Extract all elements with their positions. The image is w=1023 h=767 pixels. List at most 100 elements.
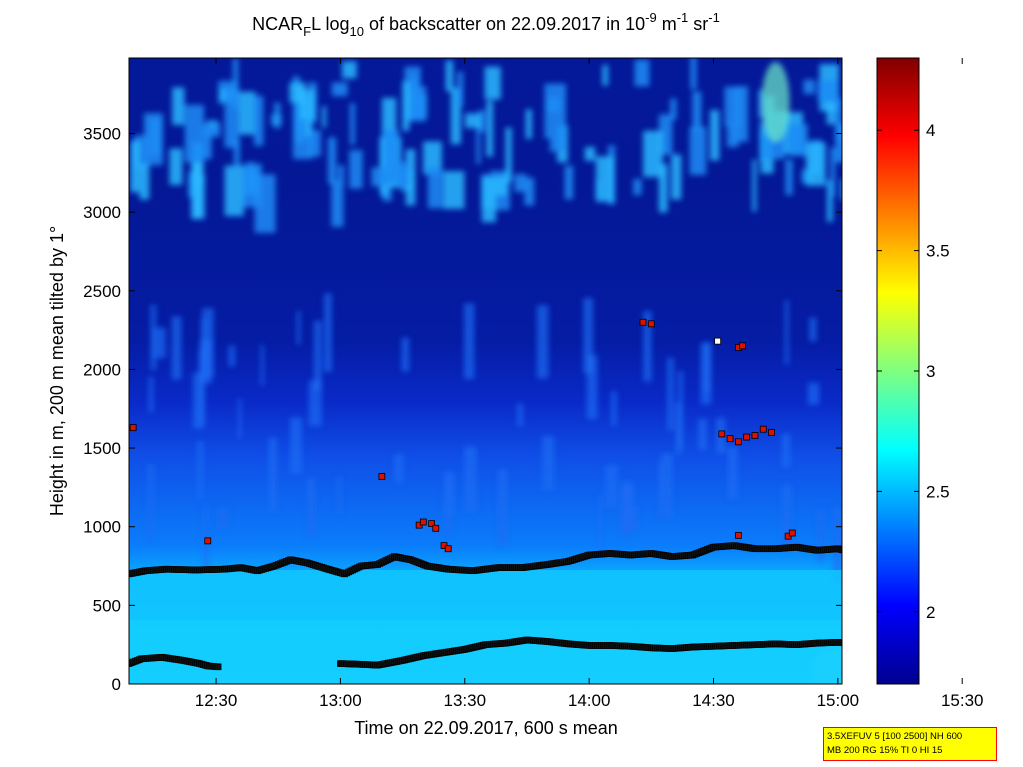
layer-point xyxy=(858,550,864,556)
cloud-patch xyxy=(726,123,739,148)
aerosol-patch xyxy=(807,382,820,405)
cloud-patch xyxy=(184,104,205,163)
aerosol-patch xyxy=(784,300,789,365)
cloud-patch xyxy=(785,159,793,196)
cloud-patch xyxy=(524,177,535,206)
cloud-patch xyxy=(383,129,400,184)
aerosol-patch xyxy=(147,464,154,542)
layer-point xyxy=(932,639,938,645)
title-mid4: sr xyxy=(688,14,708,34)
layer-point xyxy=(444,545,452,553)
layer-point xyxy=(838,546,842,553)
y-tick-label: 0 xyxy=(112,675,121,694)
layer-point xyxy=(982,541,988,547)
layer-point xyxy=(129,424,137,432)
layer-point xyxy=(734,531,742,539)
layer-point xyxy=(718,430,726,438)
layer-point xyxy=(934,542,940,548)
layer-point xyxy=(1005,540,1011,546)
cloud-core xyxy=(761,62,790,143)
layer-point xyxy=(860,641,866,647)
layer-point xyxy=(378,472,386,480)
layer-point xyxy=(838,639,842,646)
layer-point xyxy=(870,548,876,554)
layer-series xyxy=(714,337,1019,549)
layer-point xyxy=(945,543,951,549)
aerosol-patch xyxy=(307,478,315,538)
cloud-patch xyxy=(322,106,327,128)
layer-point xyxy=(854,641,860,647)
layer-point xyxy=(980,626,986,632)
layer-point xyxy=(943,636,949,642)
layer-point xyxy=(1001,539,1007,545)
aerosol-patch xyxy=(517,403,524,427)
cloud-patch xyxy=(331,180,344,227)
chart-title: NCARFL log10 of backscatter on 22.09.201… xyxy=(252,10,720,39)
aerosol-patch xyxy=(268,437,277,513)
layer-point xyxy=(959,543,965,549)
layer-point xyxy=(926,640,932,646)
colorbar xyxy=(876,57,920,685)
cloud-patch xyxy=(762,137,771,160)
title-mid3: m xyxy=(657,14,677,34)
layer-point xyxy=(734,438,742,446)
layer-point xyxy=(947,635,953,641)
layer-point xyxy=(868,549,874,555)
layer-point xyxy=(1003,540,1009,546)
cloud-patch xyxy=(130,140,140,193)
cloud-patch xyxy=(337,165,345,185)
info-line-2: MB 200 RG 15% TI 0 HI 15 xyxy=(827,745,943,756)
aerosol-patch xyxy=(583,297,594,374)
y-tick-label: 500 xyxy=(93,596,121,615)
layer-point xyxy=(851,641,857,647)
y-axis-label: Height in m, 200 m mean tilted by 1° xyxy=(47,226,67,516)
layer-point xyxy=(920,641,926,647)
x-tick-label: 15:00 xyxy=(817,691,860,710)
cloud-patch xyxy=(752,159,757,212)
layer-point xyxy=(860,550,866,556)
x-axis-label: Time on 22.09.2017, 600 s mean xyxy=(354,718,618,738)
layer-point xyxy=(999,540,1005,546)
layer-point xyxy=(978,626,984,632)
layer-point xyxy=(922,540,928,546)
aerosol-patch xyxy=(228,345,236,367)
cloud-patch xyxy=(465,113,482,129)
layer-point xyxy=(976,627,982,633)
cloud-patch xyxy=(658,164,668,213)
title-sup2: -1 xyxy=(677,10,689,25)
layer-point xyxy=(984,541,990,547)
title-sub1: F xyxy=(303,24,311,39)
layer-point xyxy=(941,637,947,643)
aerosol-patch xyxy=(337,476,342,515)
layer-point xyxy=(926,541,932,547)
layer-point xyxy=(953,633,959,639)
layer-point xyxy=(788,529,796,537)
layer-point xyxy=(959,631,965,637)
layer-point xyxy=(955,632,961,638)
cloud-patch xyxy=(442,171,465,209)
layer-point xyxy=(858,641,864,647)
cloud-patch xyxy=(634,59,650,87)
layer-point xyxy=(968,629,974,635)
cloud-patch xyxy=(690,58,697,90)
layer-point xyxy=(1017,543,1023,549)
layer-point xyxy=(1011,542,1017,548)
aerosol-patch xyxy=(217,507,229,530)
layer-point xyxy=(843,640,849,646)
cloud-patch xyxy=(327,137,337,184)
layer-point xyxy=(864,549,870,555)
layer-point xyxy=(957,631,963,637)
y-tick-label: 3000 xyxy=(83,203,121,222)
aerosol-patch xyxy=(148,376,154,413)
aerosol-patch xyxy=(661,453,673,518)
layer-point xyxy=(1013,543,1019,549)
aerosol-patch xyxy=(782,433,791,468)
layer-series xyxy=(129,539,1023,578)
surface-band xyxy=(129,620,842,684)
layer-point xyxy=(870,642,876,648)
layer-point xyxy=(982,626,988,632)
layer-point xyxy=(974,627,980,633)
cloud-patch xyxy=(274,102,281,129)
layer-point xyxy=(961,630,967,636)
layer-point xyxy=(990,540,996,546)
